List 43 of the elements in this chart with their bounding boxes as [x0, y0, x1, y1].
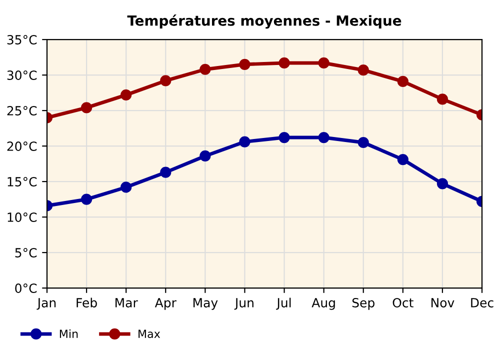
point [358, 64, 369, 76]
point [278, 57, 290, 69]
x-tick-label: Dec [471, 298, 494, 308]
point [318, 132, 330, 144]
point [436, 178, 448, 190]
x-tick-label: Jun [234, 298, 254, 310]
x-tick-label: Sep [352, 298, 374, 310]
x-tick-label: Jul [276, 298, 291, 310]
point [160, 166, 172, 178]
point [436, 94, 448, 105]
y-tick-label: 5°C [15, 248, 37, 258]
point [358, 136, 369, 148]
point [160, 75, 172, 86]
x-tick-label: Jan [36, 298, 56, 310]
chart-title: Températures moyennes - Mexique [127, 14, 402, 29]
point [200, 64, 211, 75]
point [200, 150, 211, 162]
legend-label: Max [138, 330, 160, 338]
point [397, 76, 408, 87]
point [239, 58, 250, 70]
y-tick-label: 10°C [8, 212, 37, 222]
y-tick-label: 25°C [7, 106, 37, 116]
point [397, 154, 408, 166]
point [318, 57, 330, 69]
point [278, 132, 290, 144]
point [80, 194, 92, 205]
x-tick-label: Apr [154, 298, 176, 310]
x-tick-label: Aug [312, 298, 335, 310]
x-tick-label: May [193, 298, 218, 310]
x-tick-label: Nov [431, 298, 454, 308]
y-tick-label: 35°C [7, 35, 37, 44]
y-tick-label: 30°C [7, 70, 37, 80]
y-tick-label: 0°C [15, 284, 37, 293]
y-tick-label: 15°C [8, 177, 37, 186]
x-tick-label: Feb [76, 298, 97, 308]
point [239, 136, 250, 148]
y-tick-label: 20°C [7, 142, 37, 151]
legend-label: Min [60, 329, 78, 338]
point [80, 102, 92, 114]
point [120, 89, 132, 100]
point [120, 182, 132, 193]
x-tick-label: Mar [116, 298, 138, 308]
x-tick-label: Oct [392, 298, 414, 308]
